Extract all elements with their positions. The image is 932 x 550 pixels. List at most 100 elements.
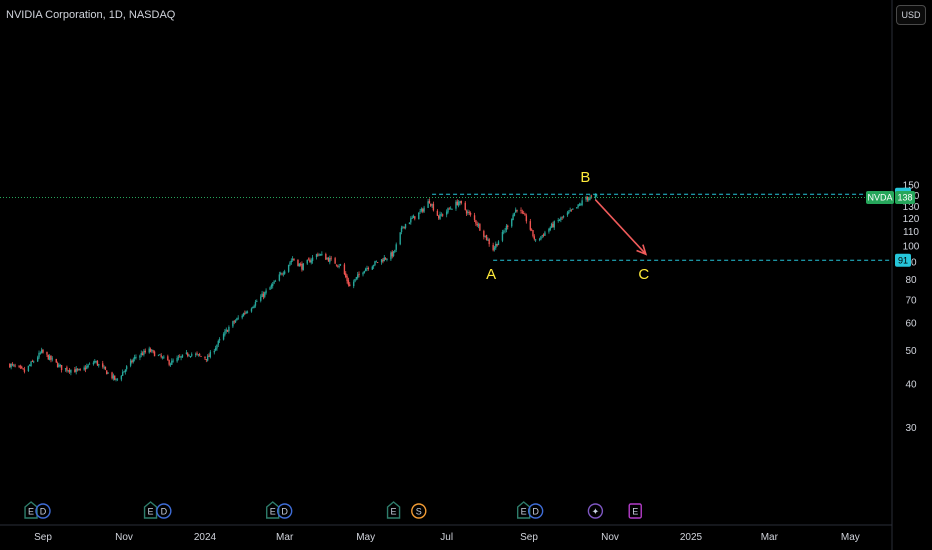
- time-tick-label: May: [356, 532, 375, 543]
- time-tick-label: Nov: [115, 532, 133, 543]
- candle-body: [176, 358, 178, 362]
- candle-body: [423, 207, 425, 212]
- candle-body: [225, 329, 227, 332]
- candle-body: [163, 356, 165, 358]
- candle-body: [244, 312, 246, 314]
- candle-body: [171, 360, 173, 365]
- candle-body: [465, 210, 468, 214]
- candle-body: [143, 350, 145, 355]
- candle-body: [529, 221, 532, 230]
- candle-body: [50, 355, 52, 360]
- level-tag-low-text: 91: [898, 255, 908, 265]
- candle-body: [60, 364, 63, 371]
- candle-body: [195, 354, 197, 355]
- event-marker-earnings-upcoming[interactable]: E: [628, 503, 642, 519]
- candle-body: [29, 365, 31, 366]
- time-tick-label: 2025: [680, 532, 703, 543]
- event-marker-earnings[interactable]: E: [266, 501, 280, 519]
- candle-body: [362, 272, 364, 275]
- candle-body: [507, 225, 509, 227]
- candle-body: [441, 214, 444, 216]
- candle-body: [111, 372, 113, 379]
- candle-body: [496, 243, 498, 246]
- candle-body: [477, 224, 480, 226]
- candle-body: [479, 224, 481, 231]
- time-tick-label: May: [841, 532, 860, 543]
- event-marker-earnings[interactable]: E: [24, 501, 38, 519]
- candle-body: [549, 227, 551, 230]
- event-marker-dividend[interactable]: D: [527, 503, 544, 519]
- candle-body: [9, 363, 11, 368]
- candle-body: [68, 369, 71, 372]
- candle-body: [330, 257, 332, 259]
- candle-body: [177, 357, 180, 359]
- event-marker-star[interactable]: ✦: [587, 503, 604, 519]
- event-glyph: E: [148, 507, 154, 517]
- event-marker-split[interactable]: S: [411, 503, 427, 519]
- candle-body: [427, 201, 429, 208]
- candle-body: [246, 311, 249, 313]
- candle-body: [56, 363, 59, 368]
- candle-body: [48, 355, 51, 361]
- candle-body: [87, 365, 89, 367]
- event-glyph: D: [40, 507, 47, 517]
- candle-body: [112, 375, 115, 379]
- candle-body: [144, 350, 146, 353]
- event-marker-dividend[interactable]: D: [276, 503, 293, 519]
- candle-body: [11, 364, 14, 365]
- candle-body: [228, 327, 230, 332]
- candle-body: [392, 251, 395, 257]
- candle-body: [440, 214, 443, 216]
- candle-body: [345, 273, 347, 278]
- candle-body: [66, 367, 68, 371]
- candle-body: [38, 352, 40, 358]
- candle-body: [354, 278, 356, 282]
- candle-body: [382, 259, 384, 262]
- candle-body: [585, 197, 587, 200]
- candle-body: [367, 268, 370, 270]
- wave-label-a: A: [486, 266, 496, 283]
- candle-body: [169, 364, 172, 366]
- price-tick-label: 50: [905, 346, 917, 357]
- price-tick-label: 130: [903, 202, 920, 213]
- event-glyph: E: [521, 507, 527, 517]
- candle-body: [132, 359, 134, 362]
- candle-body: [326, 258, 328, 260]
- candle-body: [430, 203, 432, 206]
- time-axis[interactable]: Sep Nov 2024 Mar May Jul Sep Nov 2025 Mar May: [34, 532, 860, 543]
- candle-body: [561, 216, 563, 218]
- candle-body: [319, 254, 322, 256]
- last-price-value-tag-text: 138: [897, 193, 912, 203]
- candle-body: [22, 368, 24, 370]
- candle-body: [391, 251, 393, 257]
- candle-body: [576, 207, 578, 209]
- candle-body: [232, 321, 234, 327]
- currency-button[interactable]: USD: [896, 5, 926, 25]
- candle-body: [40, 349, 43, 353]
- event-marker-earnings[interactable]: E: [386, 501, 401, 519]
- time-tick-label: Mar: [761, 532, 779, 543]
- candle-body: [346, 276, 348, 282]
- candle-body: [422, 209, 424, 212]
- candle-body: [237, 317, 239, 319]
- earnings-icon: [516, 501, 531, 519]
- event-marker-dividend[interactable]: D: [35, 503, 51, 519]
- candle-body: [310, 260, 312, 263]
- candle-body: [102, 363, 104, 367]
- candle-body: [107, 372, 109, 374]
- event-marker-dividend[interactable]: D: [156, 503, 172, 519]
- candle-body: [456, 201, 458, 206]
- event-glyph: S: [416, 507, 422, 517]
- candle-body: [282, 273, 285, 275]
- candle-body: [419, 211, 421, 213]
- candle-body: [86, 366, 88, 369]
- event-marker-earnings[interactable]: E: [516, 501, 531, 519]
- candle-body: [269, 287, 271, 290]
- candle-body: [272, 283, 274, 286]
- candle-body: [395, 244, 397, 250]
- candle-body: [566, 212, 569, 216]
- candle-body: [206, 356, 209, 361]
- candle-body: [315, 254, 318, 258]
- candle-body: [236, 318, 238, 321]
